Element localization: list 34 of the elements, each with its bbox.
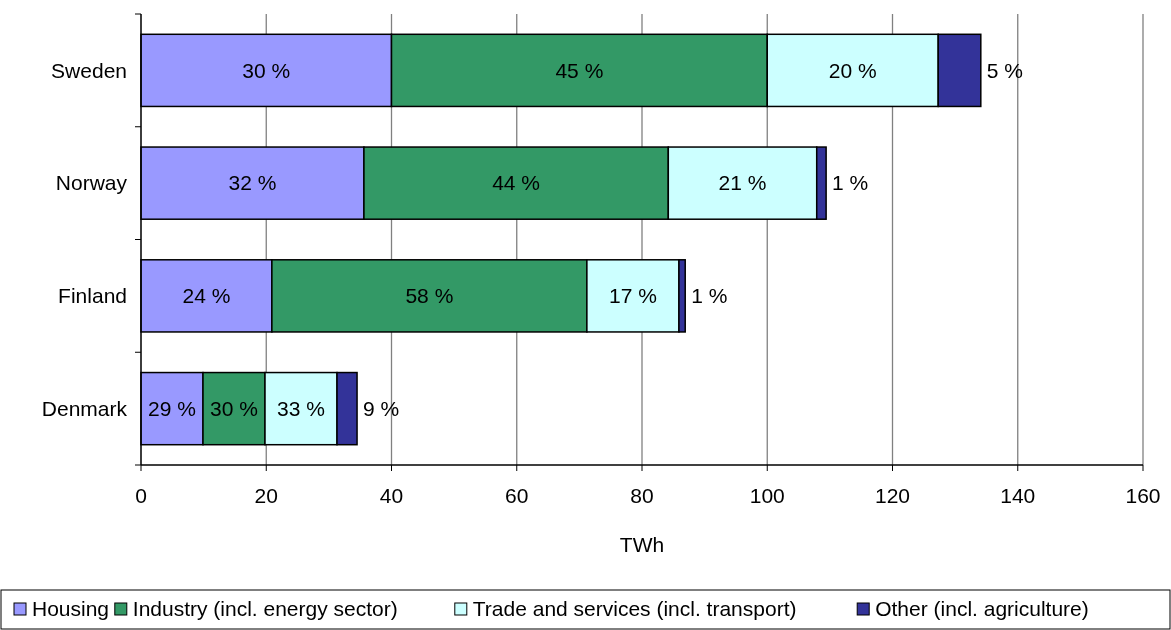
x-tick-label: 20 — [254, 484, 278, 507]
annotation: 1 % — [691, 284, 728, 308]
annotation: 44 % — [492, 171, 541, 195]
annotation: 9 % — [363, 396, 400, 420]
x-tick-label: 60 — [505, 484, 529, 507]
x-tick-label: 160 — [1125, 484, 1161, 507]
legend-label: Trade and services (incl. transport) — [472, 597, 797, 621]
x-tick-label: 120 — [874, 484, 911, 507]
annotation: 30 % — [210, 396, 258, 420]
y-tick-label: Norway — [55, 171, 128, 195]
x-axis-title: TWh — [619, 533, 665, 556]
x-tick-label: 0 — [135, 484, 147, 507]
x-tick-label: 80 — [630, 484, 654, 507]
x-tick-label: 100 — [749, 484, 785, 507]
annotation: 5 % — [986, 58, 1023, 82]
annotation: 20 % — [828, 58, 877, 82]
y-tick-label: Denmark — [41, 396, 128, 420]
x-tick-label: 40 — [379, 484, 404, 507]
y-tick-label: Finland — [58, 284, 127, 308]
annotation: 24 % — [182, 284, 231, 308]
annotation: 29 % — [148, 396, 196, 420]
legend-label: Industry (incl. energy sector) — [132, 597, 398, 621]
legend-label: Housing — [32, 597, 110, 621]
annotation: 32 % — [228, 171, 277, 195]
annotation: 58 % — [405, 284, 454, 308]
annotation: 21 % — [718, 171, 767, 195]
annotation: 1 % — [832, 171, 869, 195]
annotation: 30 % — [242, 58, 291, 82]
x-tick-label: 140 — [1000, 484, 1036, 507]
annotation: 45 % — [555, 58, 604, 82]
annotation: 33 % — [277, 396, 325, 420]
legend-label: Other (incl. agriculture) — [875, 597, 1089, 621]
annotation: 17 % — [608, 284, 657, 308]
y-tick-label: Sweden — [51, 58, 127, 82]
